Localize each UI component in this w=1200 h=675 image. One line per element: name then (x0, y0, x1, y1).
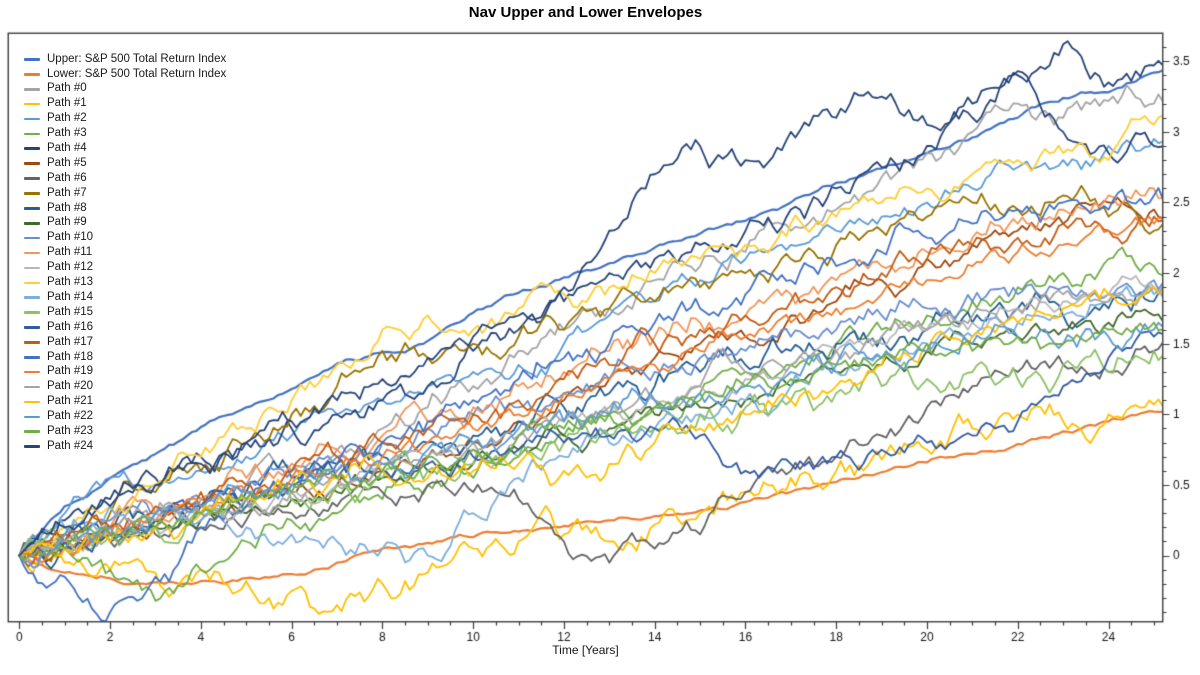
legend-label: Path #17 (47, 335, 94, 348)
legend-swatch (24, 147, 40, 151)
legend-swatch (24, 221, 40, 225)
legend-label: Path #1 (47, 97, 87, 110)
legend-label: Path #2 (47, 112, 87, 125)
legend-item: Path #6 (24, 171, 226, 186)
legend-swatch (24, 400, 40, 404)
legend-label: Path #7 (47, 186, 87, 199)
legend-item: Path #1 (24, 97, 226, 112)
legend-item: Path #20 (24, 380, 226, 395)
legend-label: Path #11 (47, 246, 93, 259)
legend-swatch (24, 251, 40, 255)
legend-item: Path #13 (24, 275, 226, 290)
legend-item: Path #23 (24, 424, 226, 439)
legend-label: Path #20 (47, 380, 94, 393)
legend-swatch (24, 58, 40, 61)
legend-item: Path #19 (24, 365, 226, 380)
legend-label: Path #3 (47, 127, 87, 140)
legend-item: Path #16 (24, 320, 226, 335)
legend-swatch (24, 132, 40, 136)
legend-item: Path #4 (24, 141, 226, 156)
legend-label: Path #5 (47, 156, 87, 169)
legend-swatch (24, 355, 40, 359)
legend-item: Path #8 (24, 201, 226, 216)
legend-swatch (24, 311, 40, 314)
x-axis-title: Time [Years] (552, 643, 619, 657)
legend-label: Path #21 (47, 395, 94, 408)
legend-swatch (24, 415, 40, 419)
legend-swatch (24, 192, 40, 195)
legend-item: Lower: S&P 500 Total Return Index (24, 67, 226, 82)
legend-label: Path #9 (47, 216, 87, 229)
legend-label: Path #16 (47, 320, 94, 333)
legend-swatch (24, 281, 40, 285)
legend-swatch (24, 236, 40, 240)
legend-swatch (24, 326, 40, 329)
legend-item: Path #22 (24, 409, 226, 424)
legend-swatch (24, 445, 40, 448)
legend-swatch (24, 87, 40, 91)
legend-label: Path #10 (47, 231, 94, 244)
legend-label: Path #14 (47, 290, 94, 303)
legend-item: Path #7 (24, 186, 226, 201)
legend-swatch (24, 117, 40, 121)
legend-label: Path #23 (47, 424, 94, 437)
legend-label: Path #6 (47, 171, 87, 184)
legend-item: Path #11 (24, 246, 226, 261)
legend-label: Path #18 (47, 350, 94, 363)
legend-item: Path #9 (24, 216, 226, 231)
legend-swatch (24, 296, 40, 299)
legend-item: Path #3 (24, 126, 226, 141)
legend-swatch (24, 177, 40, 180)
legend-item: Path #10 (24, 231, 226, 246)
legend-item: Path #14 (24, 290, 226, 305)
legend-label: Upper: S&P 500 Total Return Index (47, 52, 227, 65)
legend-label: Path #12 (47, 261, 94, 274)
legend-label: Path #8 (47, 201, 87, 214)
legend-label: Path #19 (47, 365, 94, 378)
legend-item: Path #2 (24, 112, 226, 127)
legend-label: Path #13 (47, 276, 94, 289)
legend-swatch (24, 341, 40, 344)
legend-item: Path #17 (24, 335, 226, 350)
legend-item: Path #24 (24, 439, 226, 454)
legend-swatch (24, 102, 40, 106)
legend-label: Path #4 (47, 142, 87, 155)
legend: Upper: S&P 500 Total Return Index Lower: … (24, 52, 226, 454)
legend-swatch (24, 370, 40, 374)
legend-item: Path #5 (24, 156, 226, 171)
legend-item: Path #21 (24, 394, 226, 409)
chart-title: Nav Upper and Lower Envelopes (468, 4, 703, 21)
legend-swatch (24, 73, 40, 76)
legend-swatch (24, 162, 40, 165)
legend-swatch (24, 385, 40, 389)
legend-item: Path #12 (24, 260, 226, 275)
legend-item: Path #15 (24, 305, 226, 320)
legend-label: Path #24 (47, 439, 94, 452)
legend-swatch (24, 207, 40, 210)
legend-item: Upper: S&P 500 Total Return Index (24, 52, 226, 67)
legend-label: Path #22 (47, 410, 94, 423)
legend-label: Path #15 (47, 305, 94, 318)
legend-label: Path #0 (47, 82, 87, 95)
legend-item: Path #0 (24, 82, 226, 97)
legend-item: Path #18 (24, 350, 226, 365)
legend-swatch (24, 266, 40, 270)
legend-swatch (24, 430, 40, 433)
legend-label: Lower: S&P 500 Total Return Index (47, 67, 227, 80)
